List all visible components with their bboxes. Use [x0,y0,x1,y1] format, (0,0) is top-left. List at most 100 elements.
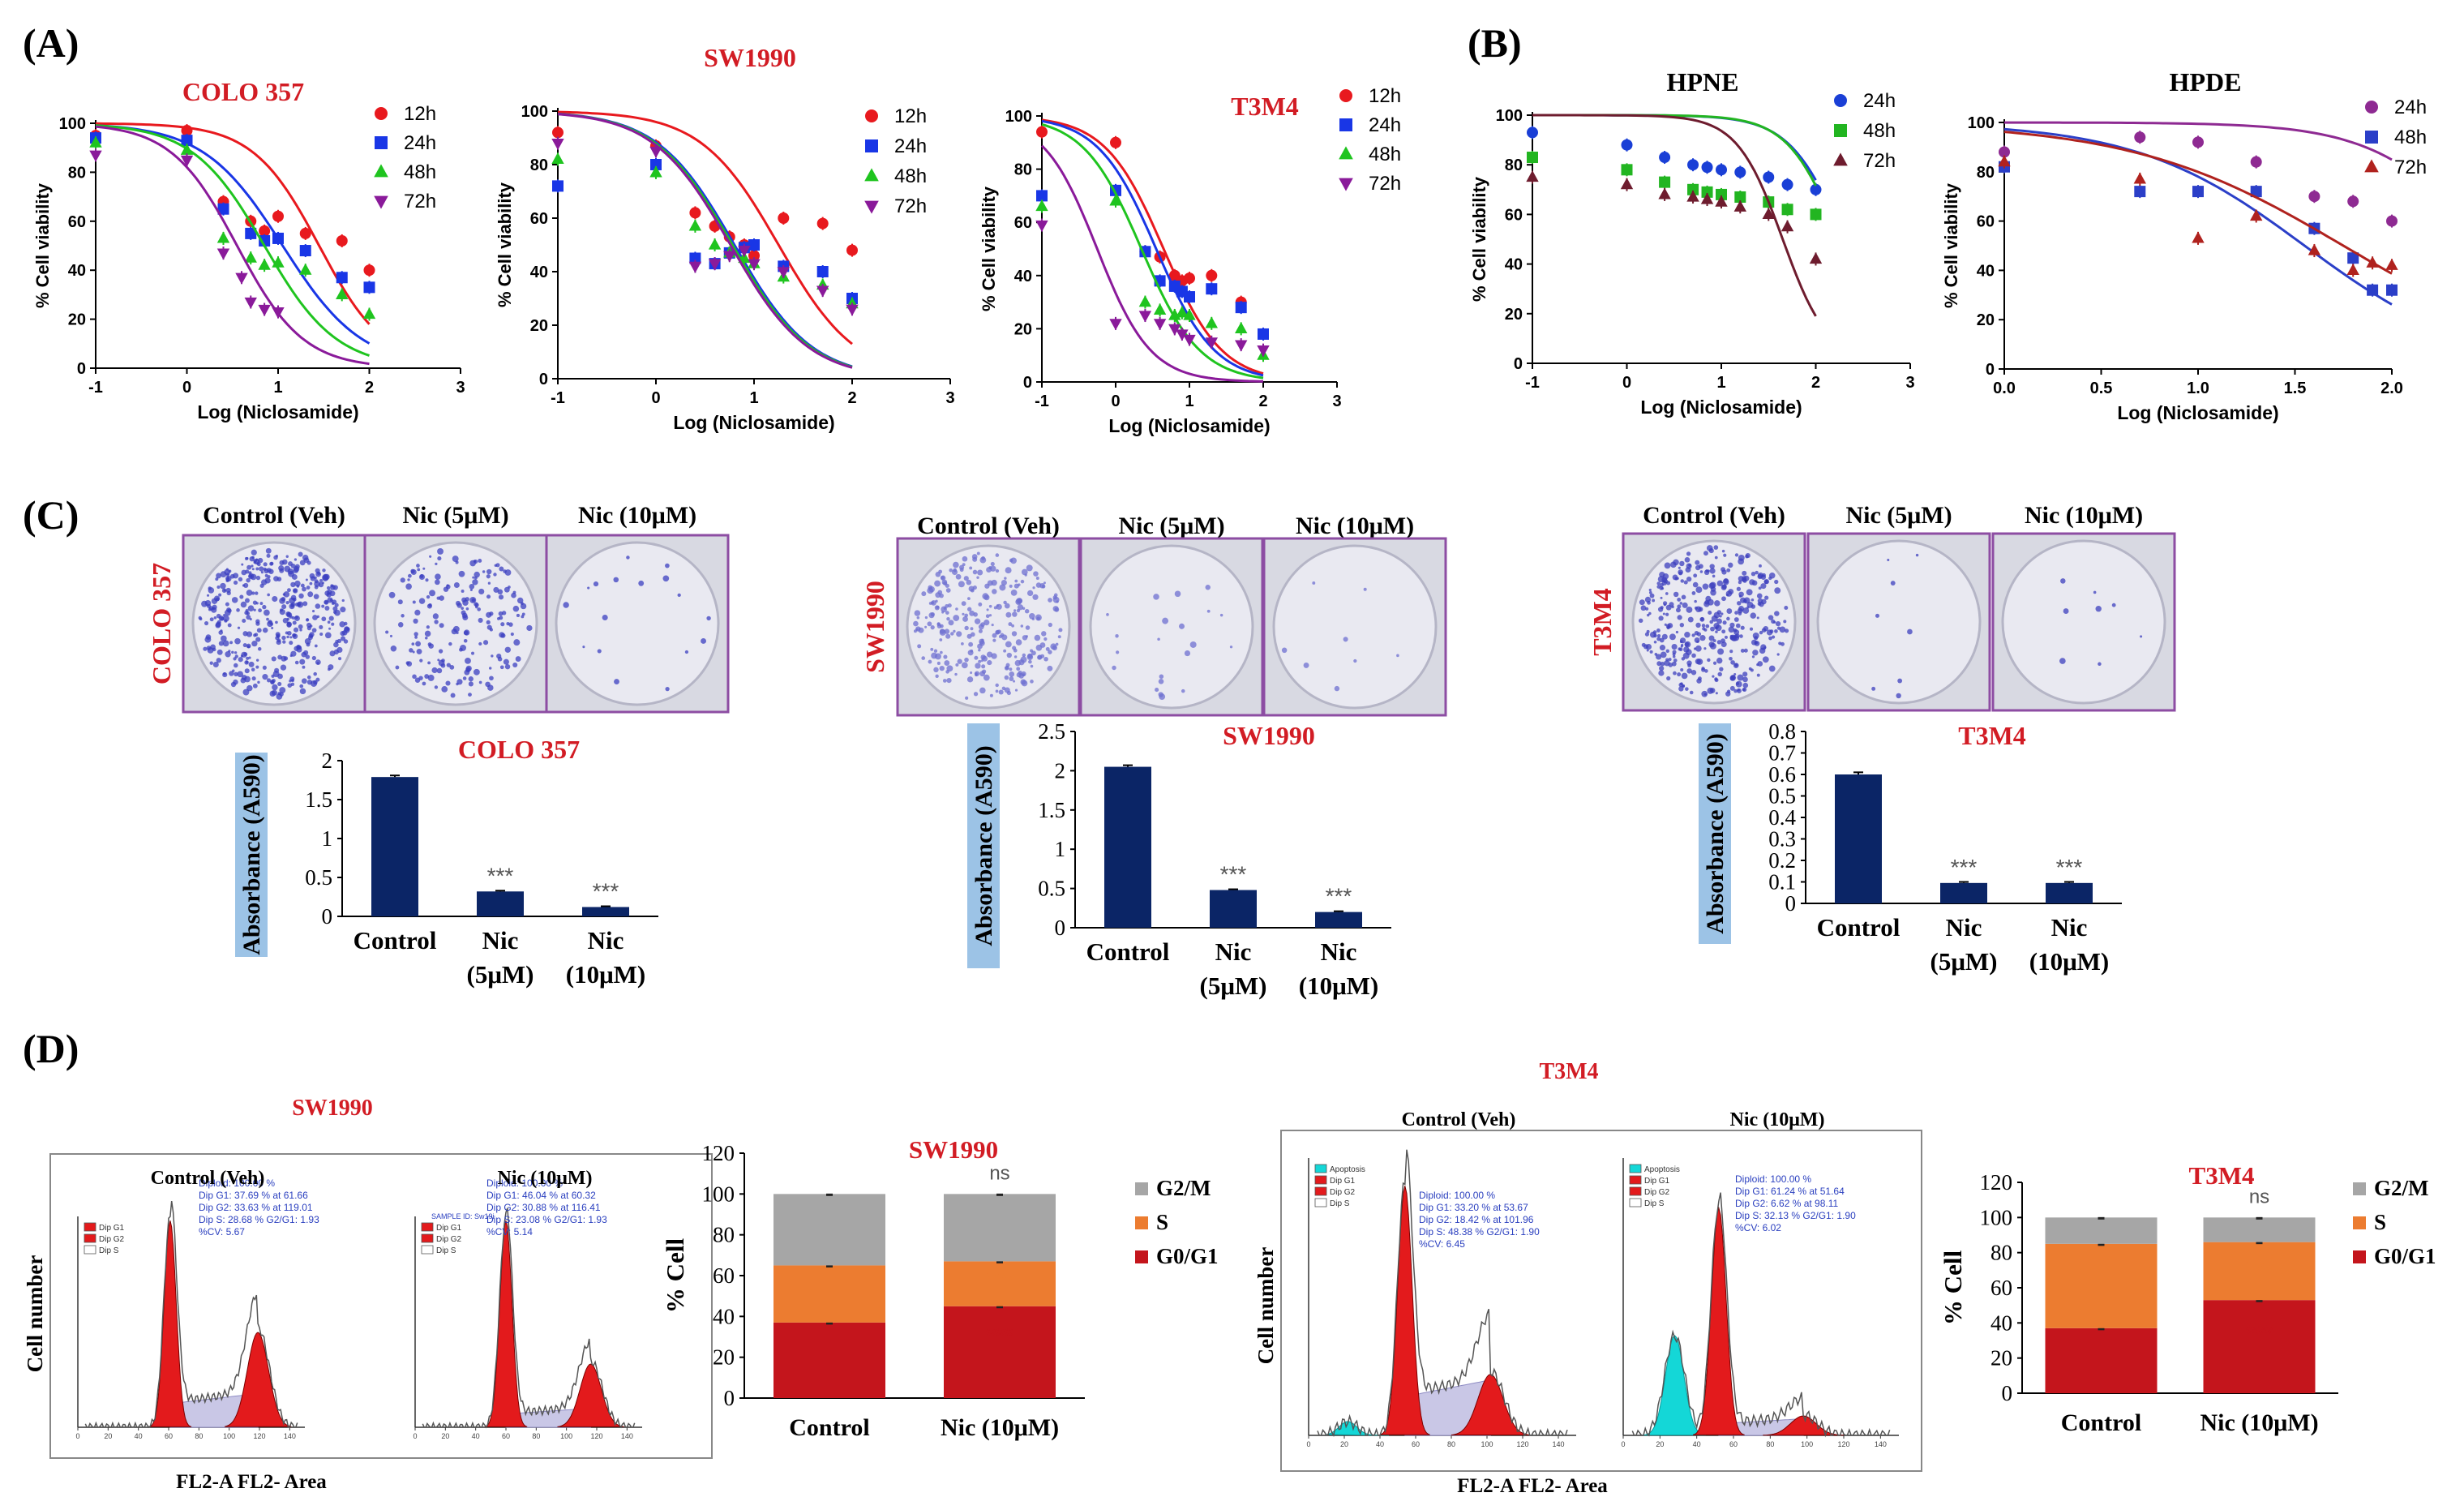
colony-dot [1687,663,1691,668]
colony-dot [1887,559,1890,562]
data-point [748,250,760,262]
data-point [1206,269,1218,281]
flow-stat-line: Dip S: 23.08 % G2/G1: 1.93 [486,1214,607,1225]
x-tick-label: -1 [1035,392,1049,410]
colony-dot [321,604,325,608]
colony-dot [461,590,465,593]
data-point [2385,258,2398,270]
colony-dot [255,665,259,669]
24h-fit-curve [2004,121,2393,161]
colony-dot [638,580,645,586]
colony-dot [424,636,428,640]
bar [477,891,524,916]
colony-dot [979,687,986,694]
colony-dot [1761,598,1767,605]
colony-dot [229,671,234,676]
colony-dot [1665,658,1669,662]
colony-dot [1712,574,1716,578]
colony-dot [966,607,972,611]
data-point [552,180,564,192]
colony-dot [315,659,321,665]
flow-legend-label: Dip G2 [1330,1188,1356,1197]
data-point [2366,255,2379,268]
colony-dot [231,650,234,654]
colony-dot [437,658,440,662]
x-axis-label: Log (Niclosamide) [1108,415,1270,436]
colony-dot [945,588,951,593]
colony-dot [218,630,224,635]
colony-dot [1746,601,1754,608]
flow-legend-label: Dip G1 [1330,1177,1356,1186]
t3m4-cellcycle-chart: 0 20 40 60 80 100 120 % Cell T3M4 Control Nic (10μ… [1939,1161,2436,1436]
colony-dot [1871,686,1876,691]
colony-dot [315,568,320,573]
colony-dot [968,641,974,647]
colony-dot [1013,680,1016,683]
colony-dot [321,616,327,622]
colony-dot [414,635,418,639]
data-point [1659,152,1671,164]
colony-dot [1654,653,1658,656]
colony-dot [516,613,521,618]
category-label: Nic [1946,913,1982,942]
sw1990-cellcycle-chart: 0 20 40 60 80 100 120 % Cell SW1990 Control Nic (1… [661,1135,1219,1441]
y-tick-label: 0 [1023,374,1032,392]
colony-dot [324,606,330,611]
colony-dot [991,623,994,627]
colony-dot [434,685,439,689]
colony-dot [465,607,469,611]
flow-stat-line: %CV: 6.45 [1419,1238,1465,1250]
data-point [1715,195,1728,207]
y-tick-label: 0.3 [1768,827,1796,851]
x-axis-label: Log (Niclosamide) [673,412,834,433]
colony-dot [2063,608,2069,615]
colony-dot [245,660,249,664]
colony-dot [472,579,478,586]
G0/G1-segment [2203,1300,2316,1393]
colony-dot [225,573,230,577]
colony-dot [510,632,514,637]
flow-legend-label: Dip G2 [99,1235,125,1244]
colony-dot [213,595,221,602]
legend-label: 48h [2394,127,2427,148]
colony-dot [980,622,985,627]
colony-dot [264,577,271,584]
x-tick-label: 1.5 [2284,380,2307,397]
colony-dot [1025,635,1029,638]
colony-dot [1638,618,1643,624]
colony-dot [416,648,422,654]
colony-dot [1159,674,1164,680]
colony-dot [1003,600,1007,605]
colony-dot [1705,624,1710,628]
colony-dot [1652,630,1657,635]
colony-dot [582,646,585,649]
colony-dot [314,644,318,648]
chart-title: HPNE [1667,67,1739,97]
legend-label: 48h [894,165,927,187]
colony-dot [446,663,451,667]
colony-dot [995,629,1001,635]
colony-dot [945,583,949,588]
flow-x-tick-label: 100 [223,1432,235,1440]
colony-dot [289,615,293,619]
flow-x-tick-label: 100 [1801,1440,1813,1448]
data-point [1716,164,1727,176]
colony-dot [290,581,296,588]
data-point [649,165,662,178]
colony-dot [939,628,945,634]
colony-dot [924,625,928,628]
flow-title: Control (Veh) [151,1168,265,1189]
y-tick-label: 20 [1977,311,1995,329]
colony-dot [1702,627,1706,631]
colony-dot [508,622,513,627]
data-point [235,272,248,285]
colony-dot [2093,590,2097,594]
colony-dot [943,654,948,659]
colony-dot [1033,571,1039,577]
x-tick-label: 2 [1258,392,1267,410]
colony-dot [223,613,226,617]
plate-well [1089,544,1254,710]
x-tick-label: 2 [1811,374,1820,392]
colony-dot [1742,687,1747,692]
colony-dot [706,616,711,621]
